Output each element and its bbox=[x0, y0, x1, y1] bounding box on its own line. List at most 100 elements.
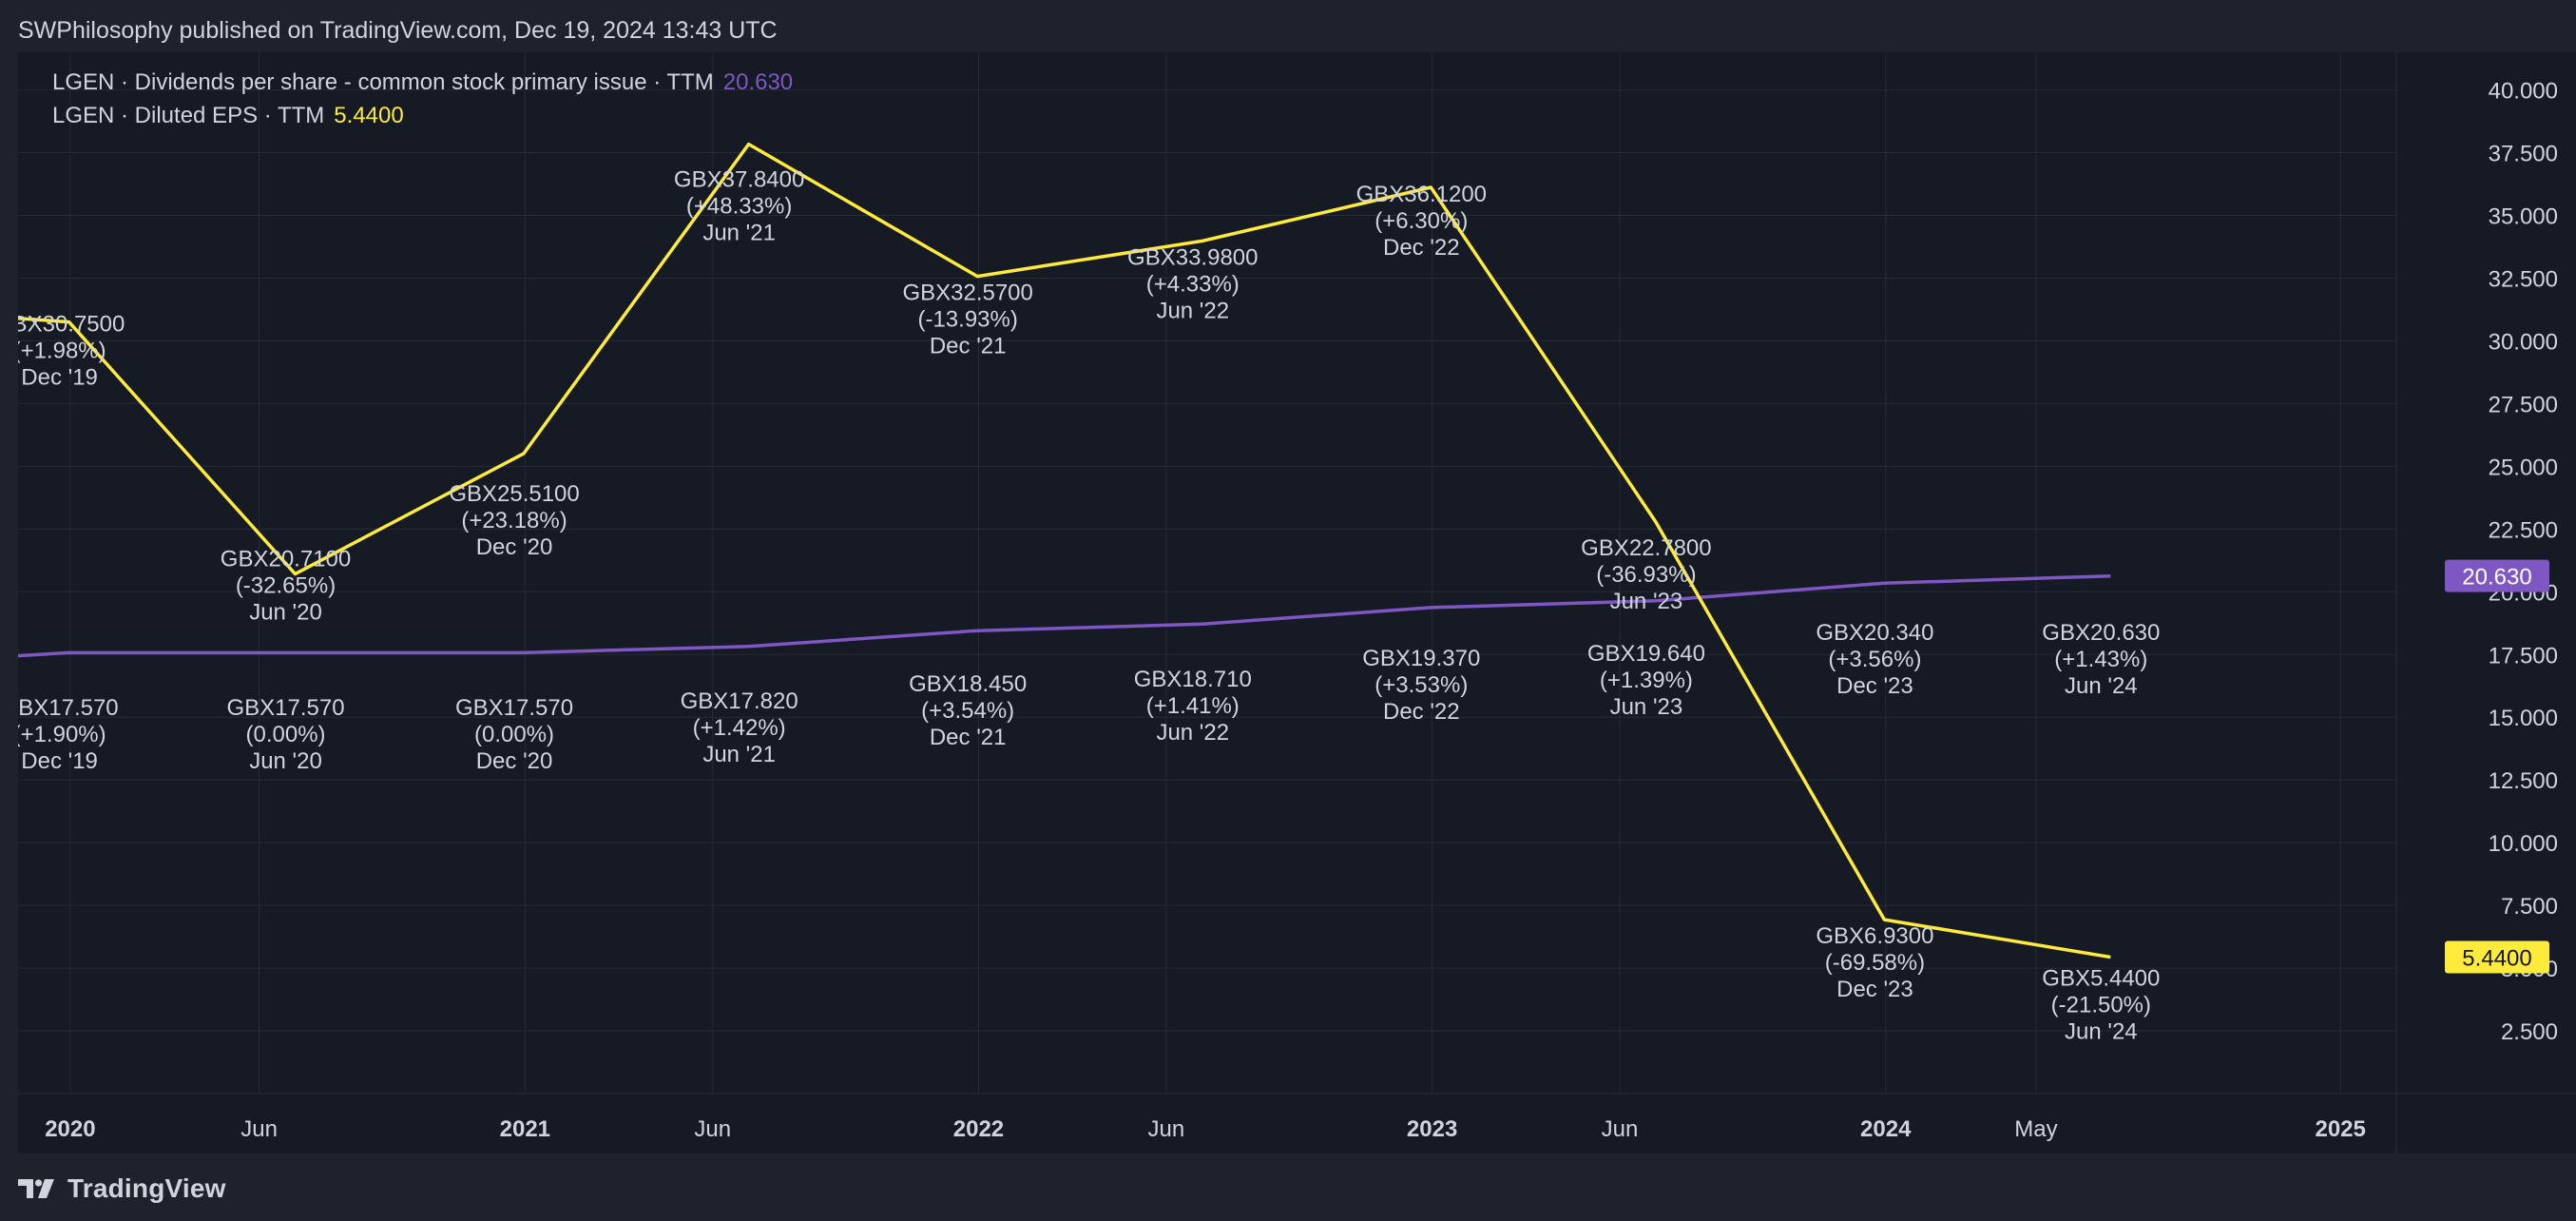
time-axis[interactable]: 2020 Jun 2021 Jun 2022 Jun 2023 Jun 2024 May 2025 bbox=[45, 1116, 2366, 1142]
data-label-line: GBX17.570 bbox=[455, 695, 573, 721]
x-tick-label: 2025 bbox=[2315, 1116, 2365, 1142]
y-tick-label: 32.500 bbox=[2489, 266, 2558, 292]
data-label-line: (+1.39%) bbox=[1600, 668, 1693, 693]
data-label-line: (+4.33%) bbox=[1146, 271, 1240, 297]
data-label-line: Dec '23 bbox=[1836, 673, 1913, 699]
data-label-line: (-21.50%) bbox=[2051, 992, 2151, 1018]
badge-bg bbox=[2445, 940, 2549, 974]
footer-brand[interactable]: TradingView bbox=[18, 1172, 226, 1206]
x-tick-label: 2024 bbox=[1860, 1116, 1912, 1142]
price-axis[interactable]: 2.5005.0007.50010.00012.50015.00017.5002… bbox=[2489, 79, 2558, 1045]
eps-last-value-badge: 5.4400 bbox=[2445, 940, 2549, 974]
eps-data-label: GBX37.8400(+48.33%)Jun '21 bbox=[674, 167, 804, 246]
data-label-line: (+6.30%) bbox=[1375, 208, 1468, 234]
eps-data-label: GBX33.9800(+4.33%)Jun '22 bbox=[1127, 244, 1258, 323]
data-label-line: GBX20.630 bbox=[2042, 620, 2160, 646]
eps-data-label: GBX22.7800(-36.93%)Jun '23 bbox=[1581, 535, 1711, 614]
data-label-line: GBX30.7500 bbox=[18, 312, 125, 338]
data-label-line: GBX25.5100 bbox=[449, 481, 579, 507]
legend-dividends[interactable]: LGEN · Dividends per share - common stoc… bbox=[52, 69, 793, 96]
data-label-line: (-36.93%) bbox=[1596, 562, 1696, 588]
data-label-line: (0.00%) bbox=[245, 722, 325, 747]
legend-dividends-value: 20.630 bbox=[722, 69, 794, 95]
grid-layer bbox=[18, 52, 2396, 1094]
y-tick-label: 2.500 bbox=[2501, 1019, 2558, 1045]
chart-area[interactable]: GBX30.7500(+1.98%)Dec '19GBX20.7100(-32.… bbox=[0, 52, 2576, 1153]
data-label-line: Dec '19 bbox=[21, 365, 98, 391]
x-tick-label: Jun bbox=[240, 1116, 278, 1142]
data-label-line: Dec '22 bbox=[1383, 235, 1460, 261]
badge-bg bbox=[2445, 559, 2549, 592]
dividends-data-label: GBX18.710(+1.41%)Jun '22 bbox=[1134, 667, 1252, 746]
data-label-line: (-13.93%) bbox=[917, 307, 1017, 333]
data-label-line: GBX18.710 bbox=[1134, 667, 1252, 692]
x-tick-label: May bbox=[2014, 1116, 2057, 1142]
data-label-line: (+1.90%) bbox=[18, 722, 106, 747]
data-label-line: (+1.41%) bbox=[1146, 693, 1240, 719]
data-label-line: Jun '24 bbox=[2065, 1018, 2138, 1044]
legend-eps-label: LGEN · Diluted EPS · TTM bbox=[52, 103, 325, 128]
dividends-data-label: GBX17.820(+1.42%)Jun '21 bbox=[681, 688, 798, 767]
data-label-line: GBX18.450 bbox=[909, 671, 1027, 697]
data-label-line: GBX19.640 bbox=[1587, 641, 1705, 667]
data-label-line: Dec '21 bbox=[930, 334, 1007, 359]
badge-text: 5.4400 bbox=[2462, 945, 2531, 971]
data-label-line: (-69.58%) bbox=[1825, 950, 1925, 976]
data-label-line: Jun '21 bbox=[702, 742, 776, 767]
data-label-line: Jun '22 bbox=[1156, 720, 1229, 746]
y-tick-label: 25.000 bbox=[2489, 455, 2558, 480]
x-tick-label: 2022 bbox=[953, 1116, 1004, 1142]
data-label-line: Jun '24 bbox=[2065, 673, 2138, 699]
data-label-line: (+3.56%) bbox=[1828, 647, 1921, 672]
data-label-line: (+1.43%) bbox=[2054, 647, 2147, 672]
chart-svg[interactable]: GBX30.7500(+1.98%)Dec '19GBX20.7100(-32.… bbox=[0, 52, 2576, 1153]
y-tick-label: 22.500 bbox=[2489, 517, 2558, 543]
y-tick-label: 37.500 bbox=[2489, 142, 2558, 167]
data-label-line: Jun '21 bbox=[702, 221, 776, 246]
last-value-badges: 5.4400 20.630 bbox=[2445, 559, 2549, 974]
data-label-line: Jun '23 bbox=[1610, 694, 1683, 720]
data-label-line: (+3.54%) bbox=[921, 698, 1014, 724]
data-label-line: GBX32.5700 bbox=[902, 281, 1032, 306]
dividends-data-label: GBX17.570(+1.90%)Dec '19 bbox=[1, 695, 119, 774]
footer-brand-text: TradingView bbox=[67, 1173, 226, 1203]
eps-data-label: GBX5.4400(-21.50%)Jun '24 bbox=[2042, 965, 2160, 1044]
dividends-data-label: GBX19.640(+1.39%)Jun '23 bbox=[1587, 641, 1705, 720]
series-layer bbox=[17, 142, 2111, 959]
x-tick-label: Jun bbox=[694, 1116, 731, 1142]
dividends-data-label: GBX19.370(+3.53%)Dec '22 bbox=[1362, 646, 1480, 725]
x-tick-label: 2021 bbox=[500, 1116, 550, 1142]
dividends-data-label: GBX17.570(0.00%)Jun '20 bbox=[226, 695, 344, 774]
x-tick-label: 2023 bbox=[1407, 1116, 1457, 1142]
legend-eps[interactable]: LGEN · Diluted EPS · TTM 5.4400 bbox=[52, 103, 404, 129]
data-label-line: Dec '19 bbox=[21, 748, 98, 774]
data-label-line: GBX33.9800 bbox=[1127, 244, 1258, 270]
badge-text: 20.630 bbox=[2462, 565, 2531, 591]
data-label-line: GBX22.7800 bbox=[1581, 535, 1711, 561]
data-label-line: GBX6.9300 bbox=[1816, 923, 1933, 949]
data-label-line: (+3.53%) bbox=[1375, 672, 1468, 698]
y-tick-label: 7.500 bbox=[2501, 894, 2558, 920]
y-tick-label: 10.000 bbox=[2489, 831, 2558, 857]
data-label-line: GBX5.4400 bbox=[2042, 965, 2160, 991]
y-tick-label: 40.000 bbox=[2489, 79, 2558, 105]
data-label-line: GBX17.570 bbox=[18, 695, 119, 721]
tradingview-logo-icon bbox=[18, 1179, 54, 1198]
dividends-data-label: GBX18.450(+3.54%)Dec '21 bbox=[909, 671, 1027, 750]
data-label-line: Jun '22 bbox=[1156, 298, 1229, 323]
data-label-line: GBX20.7100 bbox=[221, 547, 351, 572]
y-tick-label: 12.500 bbox=[2489, 768, 2558, 794]
data-label-line: GBX19.370 bbox=[1362, 646, 1480, 671]
eps-data-label: GBX25.5100(+23.18%)Dec '20 bbox=[449, 481, 579, 560]
eps-data-label: GBX32.5700(-13.93%)Dec '21 bbox=[902, 281, 1032, 359]
data-label-line: GBX36.1200 bbox=[1356, 182, 1487, 207]
data-label-line: Dec '20 bbox=[476, 748, 553, 774]
y-tick-label: 35.000 bbox=[2489, 204, 2558, 230]
data-label-line: Dec '21 bbox=[930, 725, 1007, 750]
legend-eps-value: 5.4400 bbox=[334, 103, 404, 128]
data-label-line: Dec '23 bbox=[1836, 977, 1913, 1002]
data-label-line: Dec '22 bbox=[1383, 699, 1460, 725]
data-label-line: (+1.98%) bbox=[18, 339, 106, 364]
x-tick-label: Jun bbox=[1148, 1116, 1185, 1142]
legend-dividends-label: LGEN · Dividends per share - common stoc… bbox=[52, 69, 714, 95]
